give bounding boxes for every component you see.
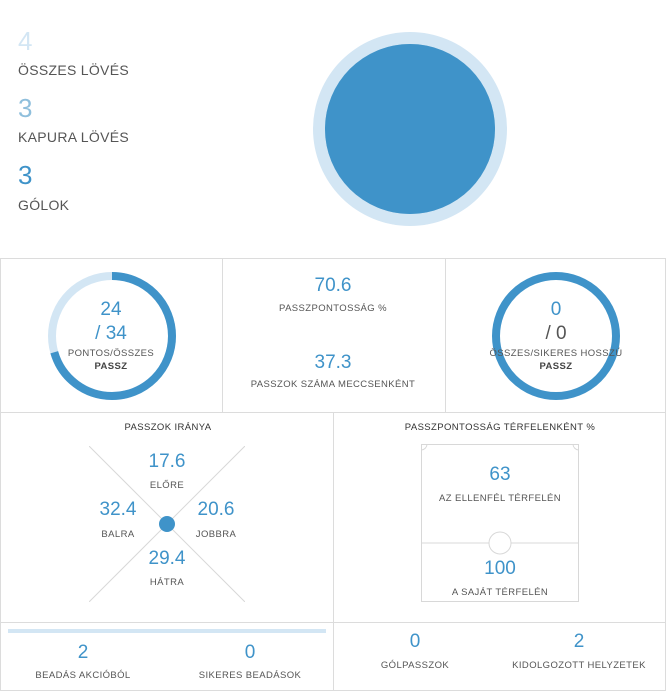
direction-forward-value: 17.6: [148, 451, 186, 472]
crosses-open-play-label: BEADÁS AKCIÓBÓL: [35, 670, 131, 681]
shots-on-target-label: KAPURA LÖVÉS: [18, 129, 129, 145]
crosses-successful-value: 0: [244, 642, 256, 663]
pass-accuracy-label: PASSZPONTOSSÁG %: [279, 303, 387, 314]
passes-label-line1: PONTOS/ÖSSZES: [67, 348, 155, 359]
chances-created-label: KIDOLGOZOTT HELYZETEK: [512, 660, 646, 671]
direction-cross: [89, 446, 245, 602]
goals-value: 3: [18, 160, 33, 190]
chances-cell: [333, 622, 666, 691]
crosses-open-play-value: 2: [77, 642, 89, 663]
direction-back-value: 29.4: [148, 548, 186, 569]
direction-left-value: 32.4: [99, 499, 137, 520]
own-half-value: 100: [484, 558, 516, 579]
opponent-half-label: AZ ELLENFÉL TÉRFELÉN: [438, 493, 562, 504]
opponent-half-value: 63: [489, 464, 511, 485]
assists-value: 0: [409, 631, 421, 652]
direction-right-value: 20.6: [197, 499, 235, 520]
passes-accurate-value: 24: [100, 299, 122, 320]
shots-on-target-value: 3: [18, 93, 33, 123]
own-half-label: A SAJÁT TÉRFELÉN: [451, 587, 549, 598]
long-passes-label-line2: PASSZ: [539, 361, 573, 372]
half-accuracy-title: PASSZPONTOSSÁG TÉRFELENKÉNT %: [404, 422, 596, 433]
pass-accuracy-value: 70.6: [314, 275, 352, 296]
passes-donut: [48, 272, 176, 400]
pitch-corner-arc-right: [572, 444, 579, 451]
pitch-outline: [421, 444, 579, 602]
assists-label: GÓLPASSZOK: [380, 660, 450, 671]
goals-circle: [325, 44, 495, 214]
long-passes-label-line1: ÖSSZES/SIKERES HOSSZÚ: [489, 348, 623, 359]
passes-per-match-label: PASSZOK SZÁMA MECCSENKÉNT: [250, 379, 416, 390]
goals-label: GÓLOK: [18, 197, 70, 213]
shots-concentric-chart: [313, 32, 507, 226]
crosses-successful-label: SIKERES BEADÁSOK: [198, 670, 302, 681]
pitch-diagram: [421, 444, 579, 602]
long-passes-total-value: / 0: [545, 323, 567, 344]
total-shots-label: ÖSSZES LÖVÉS: [18, 62, 129, 78]
passes-label-line2: PASSZ: [94, 361, 128, 372]
passes-total-value: / 34: [95, 323, 127, 344]
long-passes-donut: [492, 272, 620, 400]
long-passes-donut-ring: [492, 272, 620, 400]
pitch-center-circle: [488, 531, 512, 555]
direction-title: PASSZOK IRÁNYA: [124, 422, 212, 433]
crosses-bar: [8, 629, 326, 633]
long-passes-successful-value: 0: [550, 299, 562, 320]
chances-created-value: 2: [573, 631, 585, 652]
pitch-corner-arc-left: [421, 444, 428, 451]
direction-forward-label: ELŐRE: [149, 480, 185, 491]
direction-back-label: HÁTRA: [149, 577, 185, 588]
passes-per-match-value: 37.3: [314, 352, 352, 373]
passes-donut-arc: [48, 272, 176, 400]
direction-right-label: JOBBRA: [195, 529, 237, 540]
direction-center-dot: [159, 516, 175, 532]
direction-left-label: BALRA: [101, 529, 135, 540]
total-shots-value: 4: [18, 26, 33, 56]
